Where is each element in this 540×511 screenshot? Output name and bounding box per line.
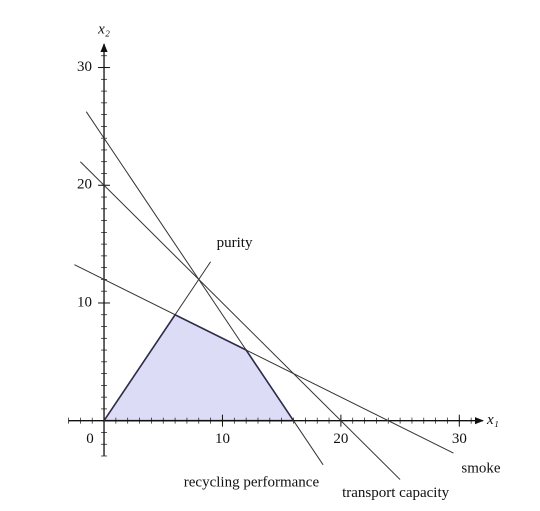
y-axis-label: x₂ <box>97 21 110 37</box>
x-tick-label: 20 <box>333 431 348 447</box>
x-tick-label: 0 <box>86 431 94 447</box>
y-tick-label: 30 <box>77 59 92 75</box>
constraint-label: recycling performance <box>184 474 320 490</box>
constraint-line <box>74 264 454 454</box>
y-tick-label: 20 <box>77 177 92 193</box>
x-tick-label: 10 <box>215 431 230 447</box>
feasible-region <box>102 313 296 422</box>
constraint-label: transport capacity <box>342 485 450 501</box>
x-axis-label: x₁ <box>486 412 499 428</box>
constraint-line <box>79 161 401 480</box>
plot-area: x₁ x₂ 0 10 20 30 10 20 30 purity recycling perform… <box>68 21 501 501</box>
constraint-label: smoke <box>461 460 501 476</box>
y-tick-label: 10 <box>77 294 92 310</box>
constraint-line <box>103 261 212 421</box>
constraint-line <box>85 111 324 466</box>
constraint-label: purity <box>217 235 253 251</box>
x-tick-label: 30 <box>452 431 467 447</box>
